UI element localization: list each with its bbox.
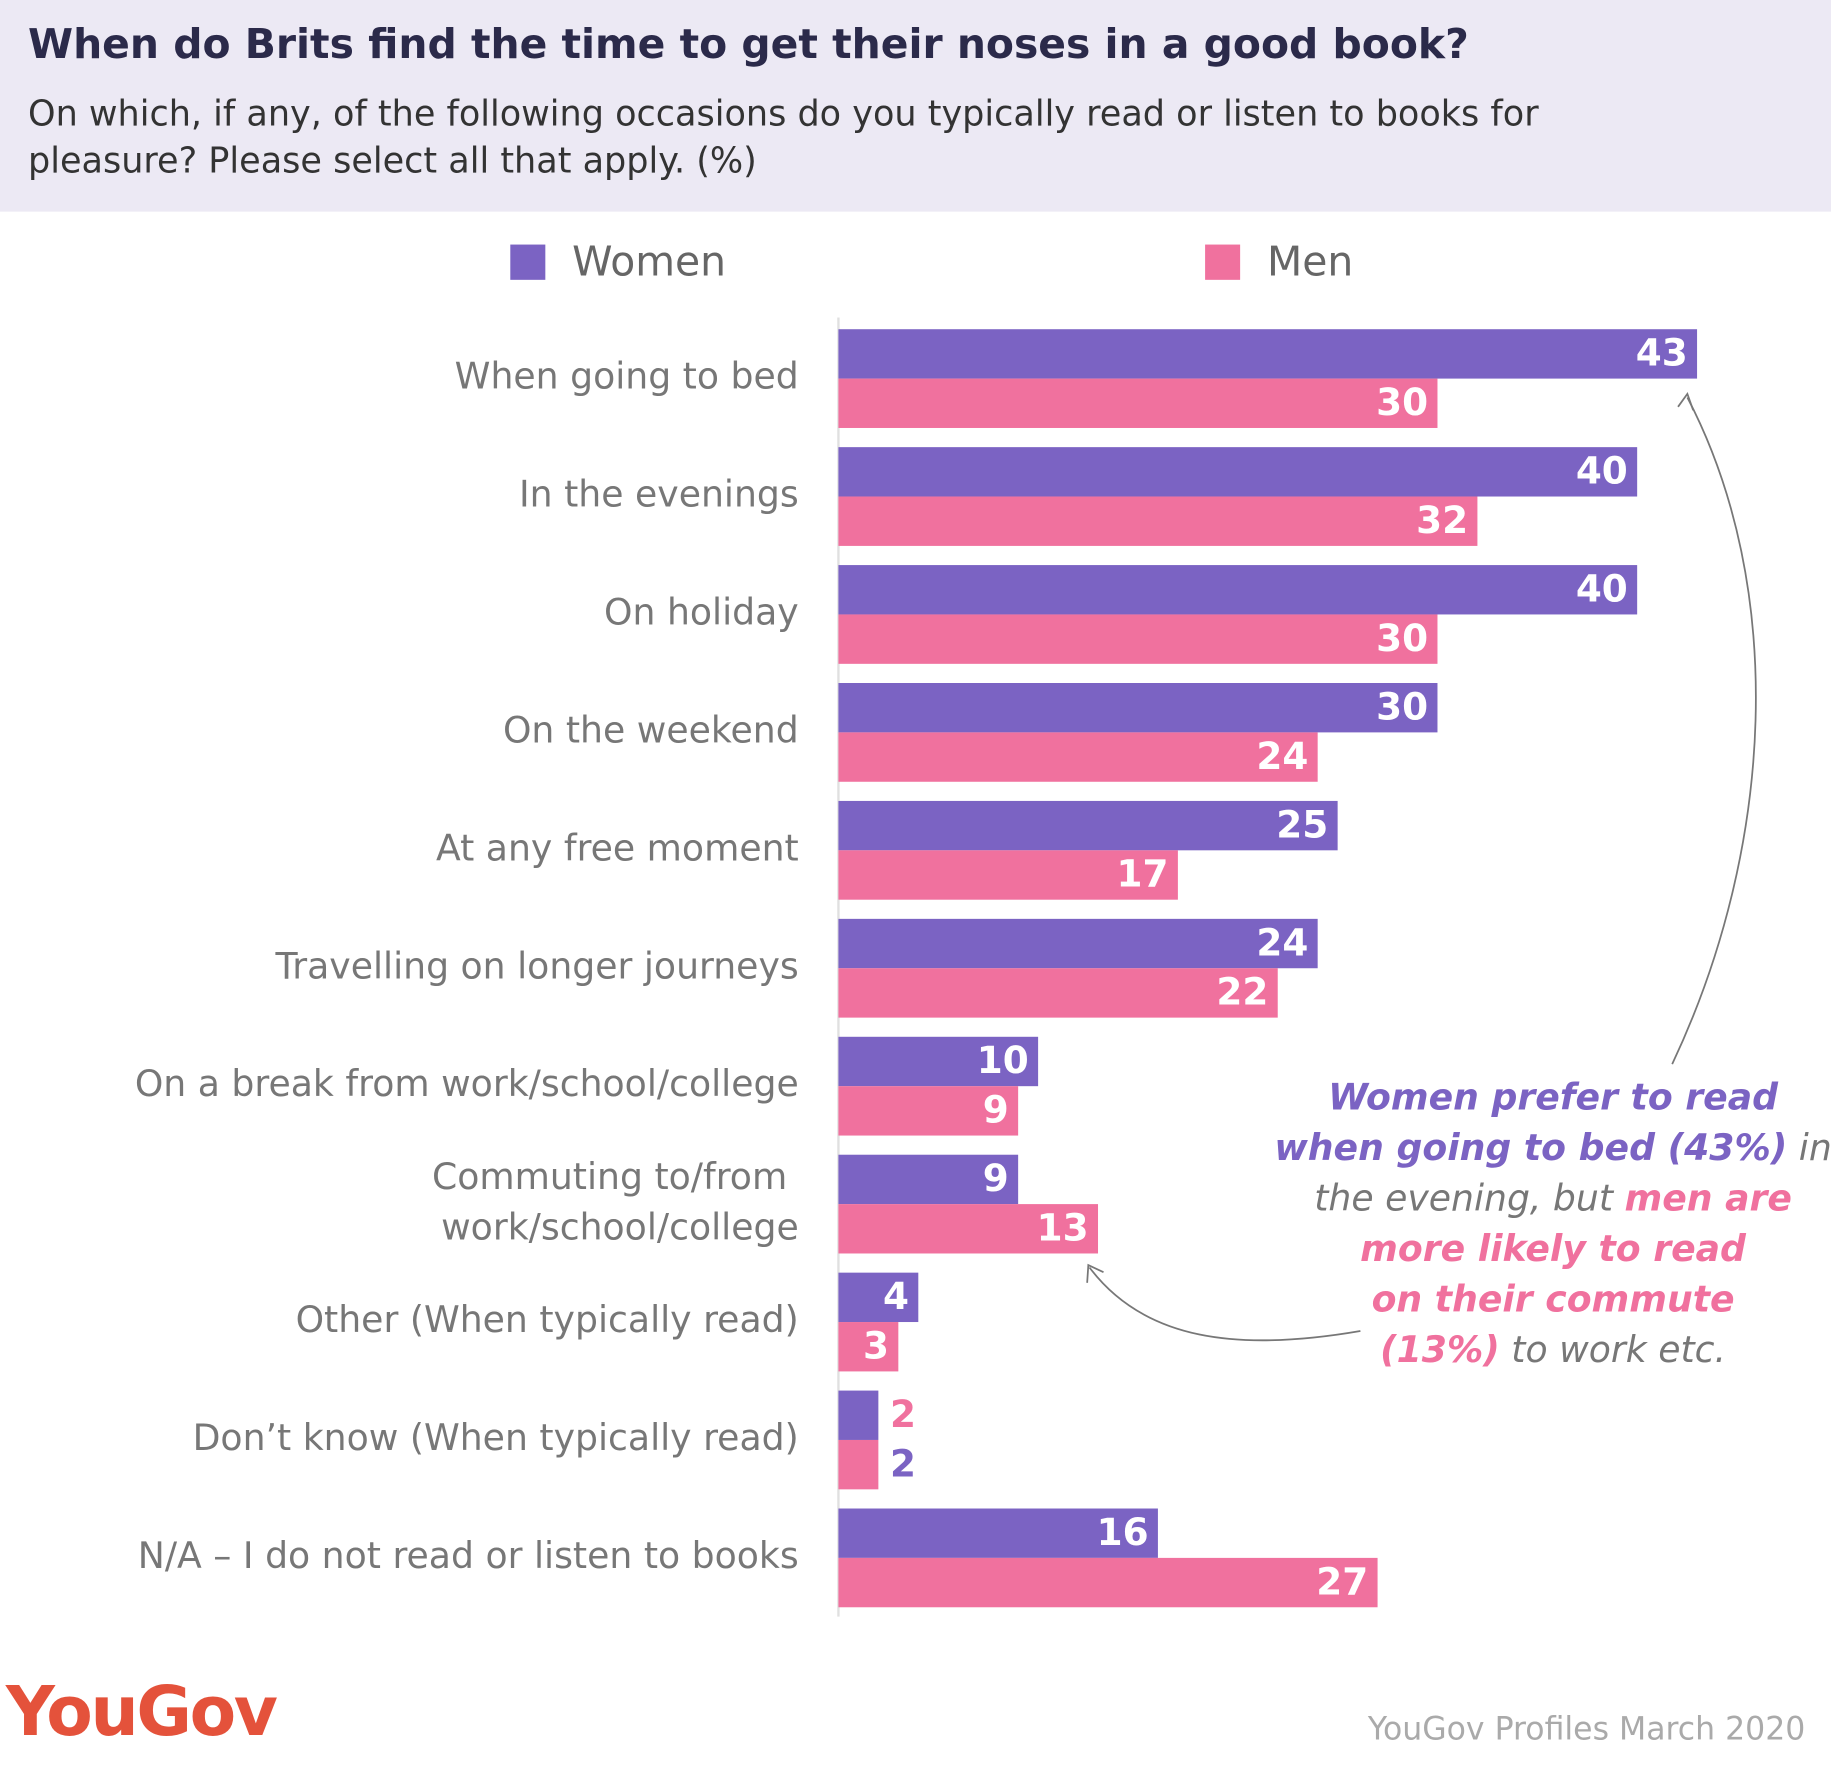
annotation-span: to work etc. <box>1500 1328 1726 1371</box>
bar <box>838 1036 1039 1087</box>
category-label: Travelling on longer journeys <box>274 944 798 987</box>
bar <box>838 378 1438 428</box>
legend-swatch <box>1205 244 1241 280</box>
header-bg <box>0 0 1831 212</box>
bar <box>838 1154 1019 1205</box>
value-label: 30 <box>1376 616 1428 660</box>
category-label: In the evenings <box>519 472 799 515</box>
bar <box>838 1390 879 1440</box>
value-label: 2 <box>890 1392 916 1436</box>
category-label: When going to bed <box>455 355 799 398</box>
category-label: Other (When typically read) <box>296 1298 799 1341</box>
value-label: 9 <box>983 1087 1009 1131</box>
value-label: 30 <box>1376 380 1428 424</box>
chart-subtitle: pleasure? Please select all that apply. … <box>28 140 757 181</box>
value-label: 27 <box>1316 1559 1368 1603</box>
legend-label: Men <box>1267 237 1353 285</box>
bar <box>838 329 1698 379</box>
value-label: 22 <box>1216 970 1268 1014</box>
annotation: (13%) to work etc. <box>1380 1328 1726 1371</box>
bar <box>838 1204 1099 1254</box>
value-label: 40 <box>1576 566 1628 610</box>
bar <box>838 850 1178 900</box>
bar <box>838 565 1638 615</box>
category-label: On a break from work/school/college <box>135 1062 799 1105</box>
value-label: 4 <box>883 1274 909 1318</box>
value-label: 9 <box>983 1156 1009 1200</box>
category-label: At any free moment <box>436 826 799 869</box>
legend-label: Women <box>572 237 726 285</box>
value-label: 24 <box>1256 734 1308 778</box>
bar <box>838 1439 879 1490</box>
chart-title: When do Brits find the time to get their… <box>28 20 1469 68</box>
annotation-span: Women prefer to read <box>1328 1075 1779 1118</box>
value-label: 10 <box>977 1038 1029 1082</box>
annotation: the evening, but men are <box>1314 1176 1792 1219</box>
annotation-span: on their commute <box>1372 1277 1735 1320</box>
brand-logo: YouGov <box>5 1673 278 1752</box>
value-label: 30 <box>1376 684 1428 728</box>
annotation-arrow <box>1671 396 1757 1065</box>
value-label: 24 <box>1256 920 1308 964</box>
category-label: Commuting to/from work/school/college <box>432 1155 799 1249</box>
source: YouGov Profiles March 2020 <box>1367 1712 1805 1748</box>
annotation-span: in <box>1787 1126 1831 1169</box>
annotation: when going to bed (43%) in <box>1274 1126 1831 1169</box>
bar <box>838 683 1438 733</box>
chart-subtitle: On which, if any, of the following occas… <box>28 93 1539 134</box>
bar <box>838 1508 1158 1558</box>
annotation: on their commute <box>1372 1277 1735 1320</box>
value-label: 17 <box>1117 852 1169 896</box>
bar <box>838 800 1338 851</box>
annotation: more likely to read <box>1360 1227 1747 1270</box>
bar <box>838 496 1478 546</box>
annotation-span: men are <box>1625 1176 1792 1219</box>
arrowhead <box>1086 1263 1104 1283</box>
bar <box>838 447 1638 497</box>
value-label: 2 <box>890 1441 916 1485</box>
bar <box>838 968 1278 1018</box>
category-label: N/A – I do not read or listen to books <box>138 1534 799 1577</box>
bar <box>838 918 1318 969</box>
category-label: Don’t know (When typically read) <box>193 1416 799 1459</box>
bar <box>838 732 1318 782</box>
value-label: 3 <box>863 1323 889 1367</box>
value-label: 25 <box>1276 802 1328 846</box>
annotation-span: more likely to read <box>1360 1227 1747 1270</box>
category-label: On holiday <box>604 590 799 633</box>
arrowhead <box>1677 392 1695 411</box>
bar <box>838 1272 919 1323</box>
annotation: Women prefer to read <box>1328 1075 1779 1118</box>
bar <box>838 1557 1378 1608</box>
category-label: On the weekend <box>503 708 799 751</box>
annotation-arrow <box>1088 1266 1361 1342</box>
bar <box>838 614 1438 664</box>
value-label: 32 <box>1416 498 1468 542</box>
value-label: 43 <box>1636 330 1688 374</box>
value-label: 13 <box>1037 1205 1089 1249</box>
bar <box>838 1086 1019 1136</box>
bar <box>838 1322 899 1372</box>
legend-swatch <box>510 244 546 280</box>
annotation-span: when going to bed (43%) <box>1274 1126 1787 1169</box>
value-label: 40 <box>1576 448 1628 492</box>
annotation-span: (13%) <box>1380 1328 1500 1371</box>
annotation-span: the evening, but <box>1314 1176 1624 1219</box>
value-label: 16 <box>1097 1510 1149 1554</box>
